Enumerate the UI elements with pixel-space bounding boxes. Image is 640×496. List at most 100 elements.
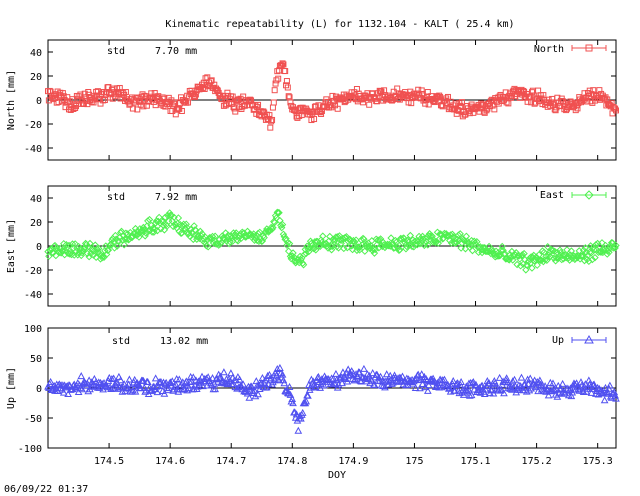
up-point [197,378,206,386]
east-point [596,248,604,256]
up-ytick-label: 50 [30,354,42,365]
east-legend-sample [571,190,607,200]
north-point [271,87,278,94]
east-point [387,234,395,242]
north-point [435,94,442,101]
up-point [182,377,191,385]
up-point [239,380,248,388]
east-axes: -40 -20 0 20 40 [24,186,620,306]
east-point [386,242,394,250]
up-point [250,386,259,394]
up-point [510,375,519,383]
north-point [457,102,464,109]
north-legend-label: North [534,44,564,55]
up-point [220,368,228,376]
up-point [497,385,506,393]
east-point [486,247,494,255]
east-point [350,238,359,247]
up-point [162,378,170,386]
east-point [45,252,53,261]
north-point [560,98,567,105]
up-point [370,380,379,388]
east-point [236,230,245,238]
up-point [286,390,295,398]
east-point [174,214,183,222]
north-point [282,68,289,75]
east-point [305,247,313,256]
east-point [396,246,404,254]
east-point [65,241,73,250]
east-point [546,252,555,261]
up-point [485,379,493,387]
east-point [165,209,174,217]
east-point [195,234,204,243]
east-point [256,228,264,237]
east-point [460,237,469,245]
up-point [360,364,368,372]
east-point [192,226,200,235]
up-point [499,377,507,385]
up-point [78,385,86,393]
north-point [375,94,382,101]
north-axis-label: North [mm] [6,70,17,130]
east-point [182,220,190,228]
up-point [271,368,280,376]
x-axis-label: DOY [328,470,346,481]
east-point [516,262,525,270]
north-point [75,93,82,100]
east-point [605,248,613,257]
east-point [110,244,119,252]
north-point [90,99,97,106]
up-point [59,388,68,396]
north-point [269,116,276,123]
up-point [461,385,470,394]
north-legend-sample [571,44,607,52]
east-point [558,251,567,260]
east-point [499,246,507,255]
east-point [610,242,618,250]
east-point [113,242,121,250]
east-point [373,240,381,249]
east-point [270,218,279,227]
north-ytick-label: 0 [36,96,42,107]
up-point [472,380,480,388]
x-tick-label: 175 [405,456,423,467]
up-point [95,383,104,391]
up-point [367,376,376,384]
north-point [285,93,292,100]
east-point [349,236,358,245]
east-point [57,249,65,257]
up-point [84,387,93,395]
east-point [161,213,169,221]
up-point [153,388,162,396]
east-point [142,229,150,237]
east-point [527,253,535,261]
east-point [326,242,335,251]
east-point [111,231,120,240]
north-point [270,99,277,106]
north-point [229,93,236,100]
up-point [416,384,424,392]
up-point [77,372,86,380]
x-tick-label: 174.5 [94,456,124,467]
east-point [556,246,564,254]
up-point [480,389,489,398]
east-point [274,208,282,217]
east-point [509,256,517,264]
up-point [353,372,362,380]
east-point [588,255,597,264]
up-point [549,379,557,387]
east-point [202,242,211,250]
north-point [230,104,237,111]
up-point [398,372,407,380]
east-point [597,248,605,256]
up-point [536,380,545,388]
up-std-value: 13.02 mm [160,336,208,347]
up-point [294,426,303,434]
east-point [352,236,360,244]
east-point [513,260,521,269]
east-point [520,249,528,258]
east-point [330,237,338,246]
east-point [211,232,219,240]
